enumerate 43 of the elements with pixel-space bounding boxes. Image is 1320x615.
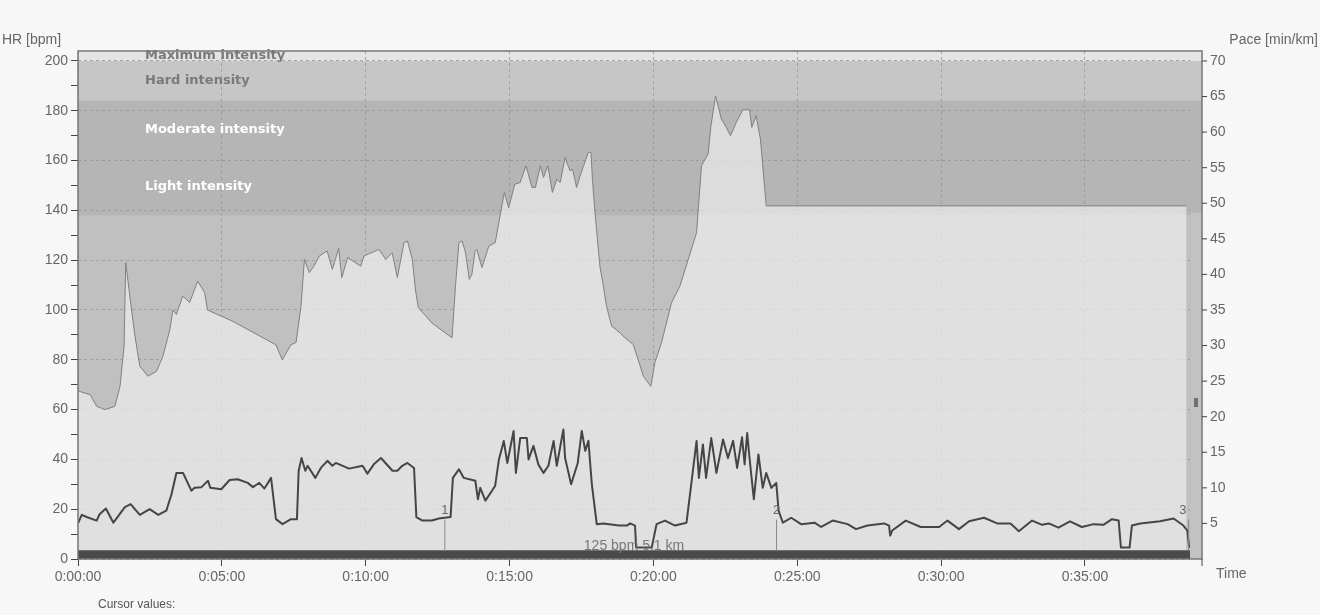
y-axis-title: HR [bpm]	[2, 30, 62, 47]
y-tick-label: 80	[52, 350, 69, 367]
y-tick-label: 120	[44, 251, 69, 268]
band-label: Moderate intensity	[145, 120, 286, 136]
x-tick-label: 0:00:00	[54, 568, 102, 585]
x-tick-label: 0:15:00	[486, 568, 534, 585]
y2-tick-label: 65	[1210, 87, 1226, 104]
y2-tick-label: 20	[1210, 407, 1226, 424]
x-tick-label: 0:35:00	[1061, 568, 1109, 585]
y2-tick-label: 50	[1210, 194, 1226, 211]
y-tick-label: 40	[52, 450, 69, 467]
y2-tick-label: 10	[1210, 478, 1226, 495]
band-label: Maximum intensity	[145, 47, 286, 63]
x-tick-label: 0:30:00	[917, 568, 965, 585]
y2-tick-label: 40	[1210, 265, 1226, 282]
y2-tick-label: 30	[1210, 336, 1226, 353]
y2-axis-title: Pace [min/km]	[1229, 30, 1318, 47]
y2-tick-label: 5	[1210, 514, 1218, 531]
y2-tick-label: 45	[1210, 229, 1226, 246]
y2-tick-label: 25	[1210, 371, 1226, 388]
y2-tick-label: 60	[1210, 122, 1226, 139]
annotation: 1	[441, 501, 449, 517]
y-tick-label: 100	[44, 300, 69, 317]
band-label: Light intensity	[145, 178, 253, 194]
y-tick-label: 200	[44, 51, 69, 68]
band-label: Hard intensity	[145, 72, 251, 88]
x-tick-label: 0:10:00	[342, 568, 390, 585]
y-tick-label: 60	[52, 400, 69, 417]
y-tick-label: 160	[44, 151, 69, 168]
y-tick-label: 180	[44, 101, 69, 118]
x-tick-label: 0:20:00	[630, 568, 677, 585]
x-axis-title: Time	[1216, 564, 1247, 581]
y-tick-label: 0	[60, 549, 69, 566]
y2-tick-label: 35	[1210, 300, 1226, 317]
y2-tick-label: 15	[1210, 443, 1226, 460]
y-tick-label: 20	[52, 500, 69, 517]
x-tick-label: 0:25:00	[773, 568, 821, 585]
y2-tick-label: 55	[1210, 158, 1226, 175]
x-tick-label: 0:05:00	[198, 568, 246, 585]
y-tick-label: 140	[44, 201, 69, 218]
text: Cursor values:	[98, 597, 176, 612]
annotation: 3	[1179, 501, 1187, 517]
y2-tick-label: 70	[1210, 51, 1226, 68]
